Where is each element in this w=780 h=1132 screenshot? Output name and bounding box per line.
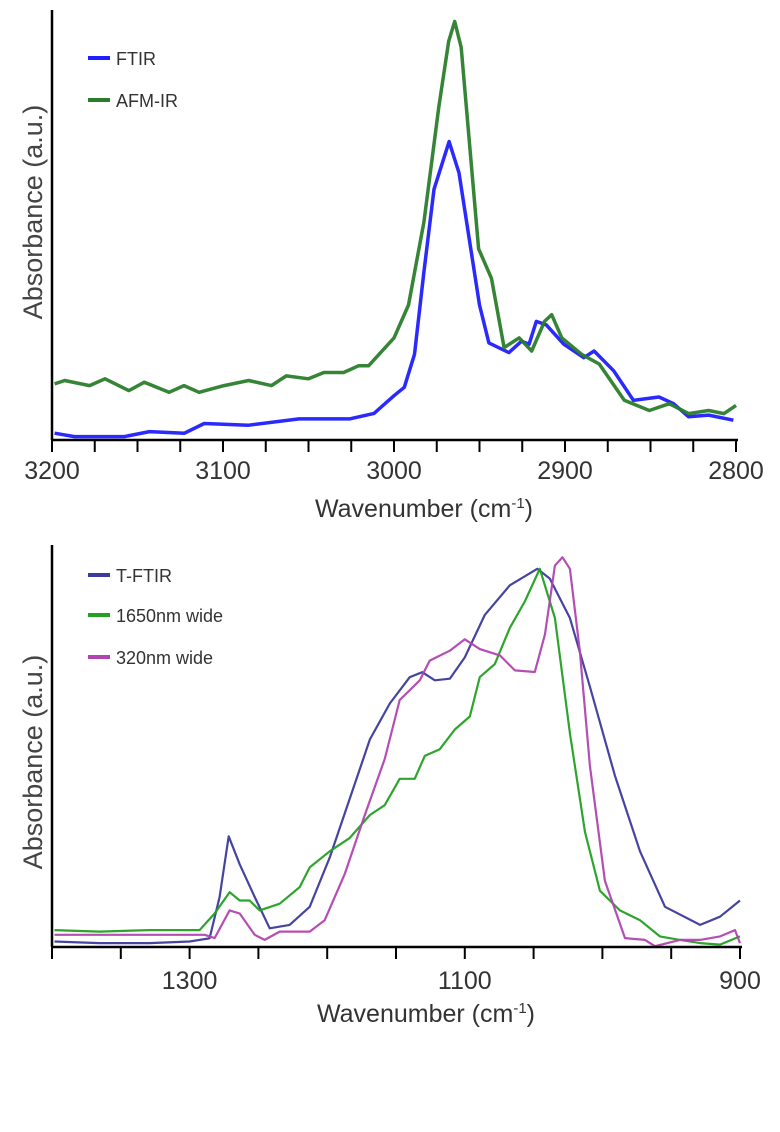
x-axis-title: Wavenumber (cm-1) <box>315 495 533 523</box>
series-line-t-ftir <box>54 567 741 945</box>
series-line-afm-ir <box>54 19 737 416</box>
series-line-320nm-wide <box>54 556 742 948</box>
x-tick-label: 1100 <box>438 967 492 995</box>
x-tick-label: 900 <box>719 967 761 995</box>
series-line-1650nm-wide <box>54 567 741 946</box>
legend-label: AFM-IR <box>116 91 178 111</box>
chart-panel-2: 1300 1100 900 Wavenumber (cm-1) Absorbance (… <box>18 545 761 1028</box>
y-axis-title: Absorbance (a.u.) <box>18 655 48 870</box>
legend-label: 320nm wide <box>116 648 213 668</box>
x-tick-label: 2800 <box>708 457 764 485</box>
x-tick-label: 3100 <box>195 457 251 485</box>
legend-label: 1650nm wide <box>116 606 223 626</box>
legend: FTIR AFM-IR <box>88 49 178 111</box>
chart-panel-1: 3200 3100 3000 2900 2800 Wavenumber (cm-1) Abs… <box>18 10 764 523</box>
x-tick-label: 1300 <box>162 967 218 995</box>
legend-label: T-FTIR <box>116 566 172 586</box>
x-tick-label: 3200 <box>24 457 80 485</box>
x-tick-label: 2900 <box>537 457 593 485</box>
series-line-ftir <box>54 139 734 439</box>
x-axis-title: Wavenumber (cm-1) <box>317 1000 535 1028</box>
legend-label: FTIR <box>116 49 156 69</box>
y-axis-title: Absorbance (a.u.) <box>18 105 48 320</box>
legend: T-FTIR 1650nm wide 320nm wide <box>88 566 223 668</box>
x-tick-label: 3000 <box>366 457 422 485</box>
